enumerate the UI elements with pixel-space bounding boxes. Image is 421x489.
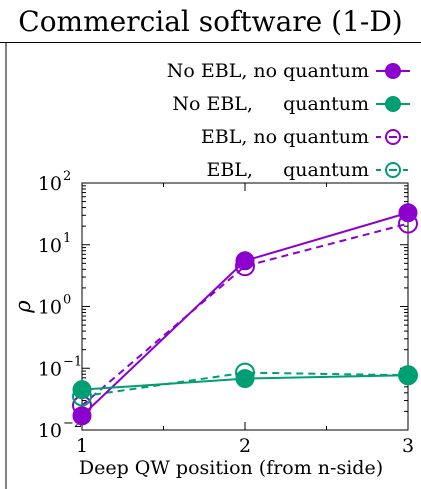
y-tick-label: 10 [38,420,62,442]
data-point-filled [235,369,255,389]
legend-swatch-filled-circle-icon [376,95,410,112]
data-point-filled [72,380,92,400]
y-tick-label: 10 [38,173,62,195]
legend: No EBL, no quantum No EBL, quantum EBL, … [71,54,411,186]
data-point-filled [72,406,92,426]
data-point-filled [398,365,418,385]
legend-label: EBL, quantum [206,158,369,181]
x-tick-label: 1 [76,435,88,457]
legend-item: EBL, no quantum [71,120,411,153]
legend-label: No EBL, no quantum [166,59,369,82]
y-tick-label: 10 [38,235,62,257]
legend-item: No EBL, quantum [71,87,411,120]
plot-area [81,182,409,431]
data-point-filled [235,251,255,271]
y-axis-label: ρ [11,300,35,314]
legend-marker [385,95,401,112]
y-tick-exponent: 2 [63,169,71,184]
legend-item: EBL, quantum [71,153,411,186]
y-tick-label: 10 [38,297,62,319]
panel-title: Commercial software (1-D) [0,0,421,43]
data-point-filled [398,203,418,223]
legend-label: No EBL, quantum [172,92,369,115]
y-tick-exponent: 1 [63,231,71,246]
y-tick-label: 10 [38,358,62,380]
legend-label: EBL, no quantum [200,125,369,148]
x-tick-label: 2 [239,435,251,457]
legend-swatch-open-circle-icon [376,161,410,178]
y-tick-exponent: −1 [63,354,82,369]
legend-item: No EBL, no quantum [71,54,411,87]
legend-marker [385,62,401,79]
series-line [81,222,409,407]
legend-swatch-open-circle-icon [376,128,410,145]
series-line [81,371,409,398]
x-tick-label: 3 [402,435,414,457]
y-tick-exponent: 0 [63,293,71,308]
x-axis-label: Deep QW position (from n-side) [79,457,383,479]
legend-swatch-filled-circle-icon [376,62,410,79]
